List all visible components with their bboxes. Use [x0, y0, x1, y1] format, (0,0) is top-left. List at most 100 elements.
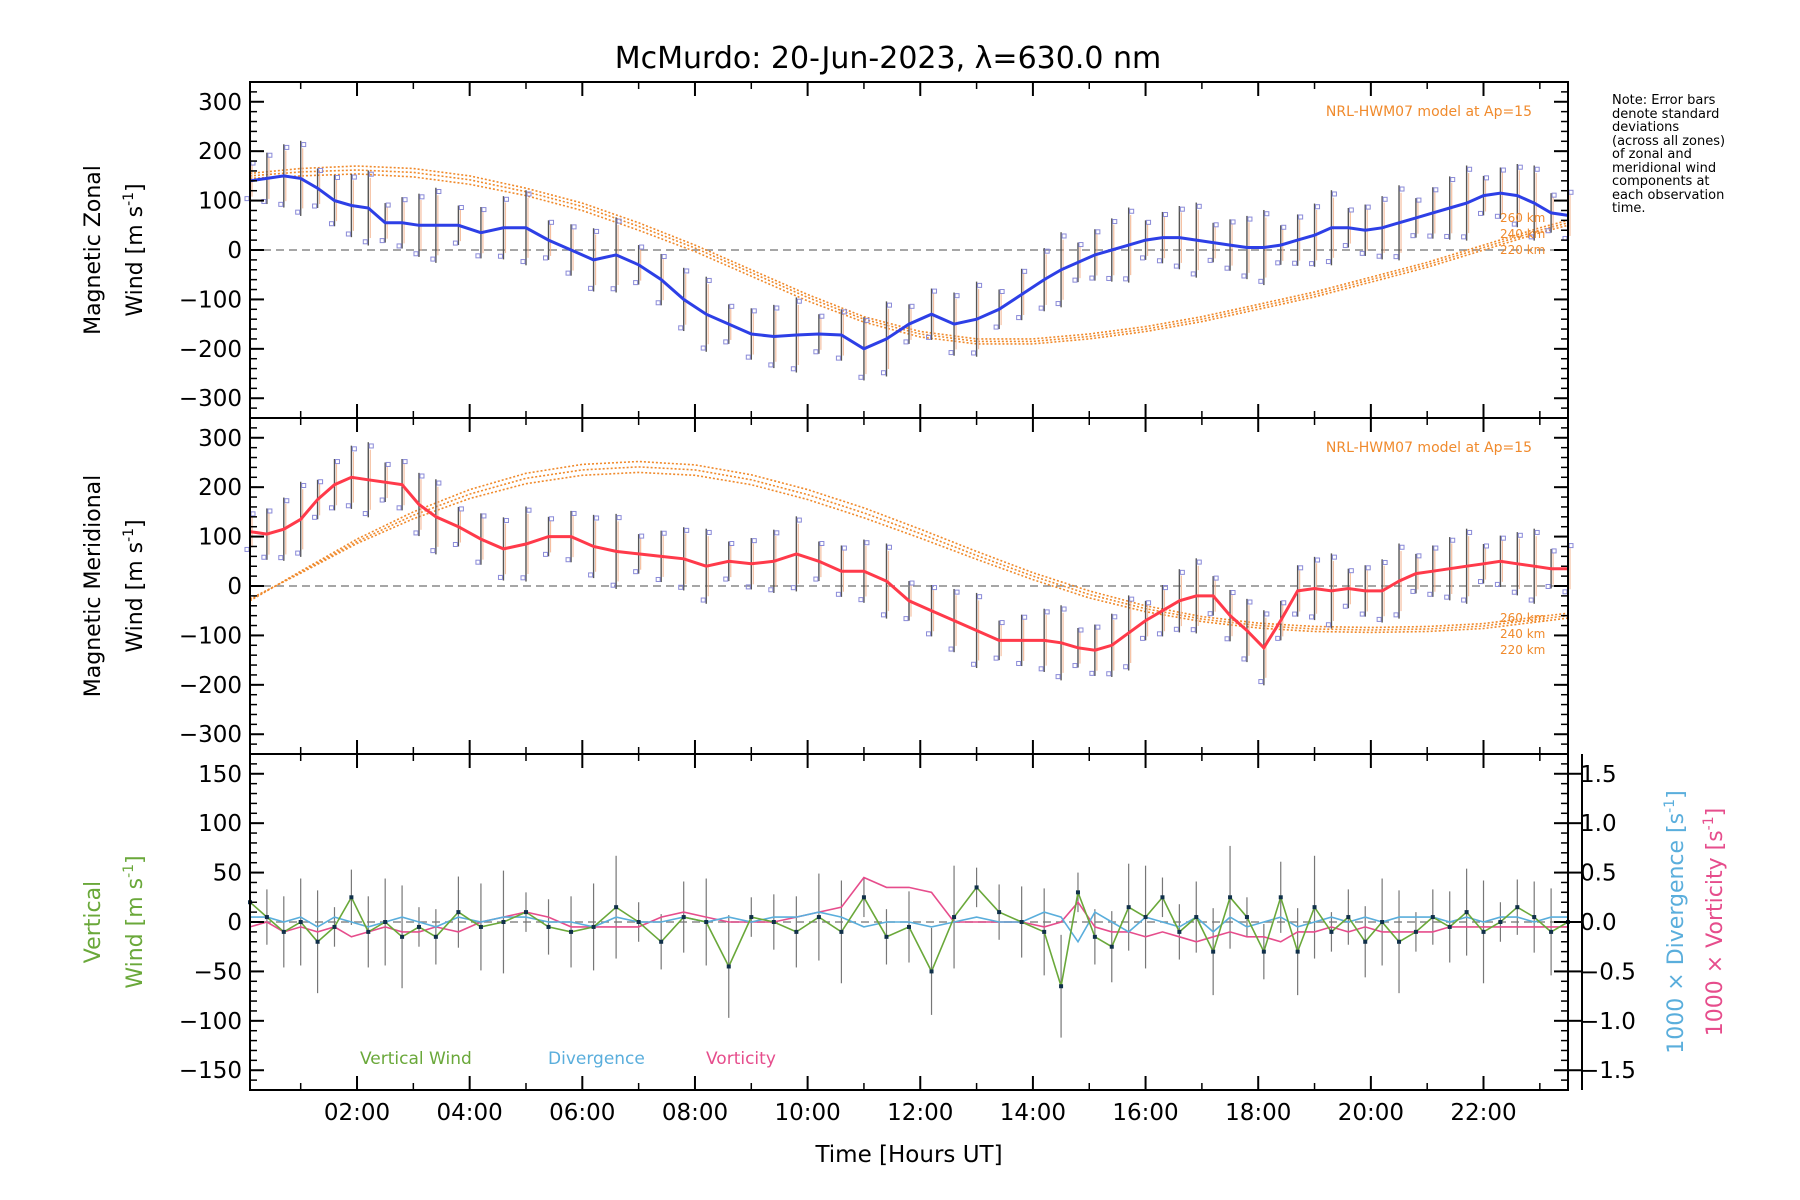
meridional-model-height-260: 260 km	[1500, 611, 1545, 625]
x-tick-label: 02:00	[324, 1100, 390, 1126]
vertical-wind-line	[249, 886, 1569, 987]
vertical-wind-point	[1109, 944, 1114, 949]
zone-point	[1511, 589, 1517, 595]
zone-point	[244, 196, 250, 202]
zone-point	[1275, 260, 1281, 266]
zone-point	[244, 546, 250, 552]
zone-point	[1444, 233, 1450, 239]
zone-point	[616, 218, 622, 224]
model-curve	[249, 169, 1569, 343]
zone-point	[1095, 624, 1101, 630]
zone-point	[999, 620, 1005, 626]
zone-point	[1545, 228, 1551, 234]
vertical-wind-point	[794, 929, 799, 934]
vertical-wind-point	[636, 920, 641, 924]
zone-point	[1106, 275, 1112, 281]
legend-vorticity: Vorticity	[706, 1049, 776, 1069]
zone-point	[1528, 234, 1534, 240]
zone-point	[520, 575, 526, 581]
x-tick-label: 12:00	[887, 1100, 953, 1126]
zone-point	[565, 270, 571, 276]
zone-point	[655, 300, 661, 306]
zone-point	[1281, 224, 1287, 230]
zone-point	[858, 597, 864, 603]
zone-point	[1275, 635, 1281, 641]
vertical-wind-point	[400, 934, 405, 939]
zone-point	[1494, 213, 1500, 219]
zone-point	[1162, 212, 1168, 218]
zone-point	[1427, 233, 1433, 239]
zone-point	[458, 506, 464, 512]
meridional-ylabel-sup: -1	[121, 528, 137, 542]
zone-point	[639, 533, 645, 539]
zone-point	[1342, 603, 1348, 609]
vertical-wind-point	[1295, 949, 1300, 954]
legend-divergence: Divergence	[548, 1049, 645, 1069]
note-line: meridional wind	[1612, 160, 1717, 176]
zone-point	[1467, 529, 1473, 535]
zone-point	[1258, 679, 1264, 685]
zone-point	[684, 268, 690, 274]
zone-point	[1568, 189, 1574, 195]
zone-point	[661, 254, 667, 260]
zone-point	[700, 597, 706, 603]
note-line: (across all zones)	[1612, 133, 1726, 149]
meridional-marks	[244, 442, 1574, 686]
meridional-model-label: NRL-HWM07 model at Ap=15	[1326, 440, 1532, 456]
zone-point	[402, 459, 408, 465]
vertical-wind-point	[1143, 915, 1148, 920]
zone-point	[948, 350, 954, 356]
zone-point	[261, 554, 267, 560]
vertical-wind-point	[1430, 915, 1435, 920]
zone-point	[345, 503, 351, 509]
note-line: denote standard	[1612, 106, 1720, 122]
zone-point	[475, 253, 481, 259]
vertical-wind-point	[681, 915, 686, 920]
zone-point	[295, 550, 301, 556]
meridional-model-height-240: 240 km	[1500, 627, 1545, 641]
zone-point	[413, 530, 419, 536]
vertical-wind-panel: −150 −100 −50 0 50 100 150 −1.5 −1.0 −0.5 0.0 0.5 1…	[81, 753, 1728, 1168]
vertical-wind-point	[839, 929, 844, 934]
zone-point	[774, 305, 780, 311]
zone-point	[1173, 263, 1179, 269]
zonal-ylabel-sup: -1	[121, 192, 137, 206]
zone-point	[1055, 674, 1061, 680]
zone-point	[1156, 631, 1162, 637]
zone-point	[886, 544, 892, 550]
zone-point	[948, 646, 954, 652]
zonal-model-height-260: 260 km	[1500, 211, 1545, 225]
zone-point	[1247, 599, 1253, 605]
vertical-wind-point	[1160, 895, 1165, 900]
zone-point	[475, 559, 481, 565]
zone-point	[1196, 559, 1202, 565]
zone-point	[1416, 197, 1422, 203]
zone-point	[700, 345, 706, 351]
y-tick-label: −100	[179, 623, 242, 649]
zone-point	[774, 530, 780, 536]
vertical-wind-point	[974, 885, 979, 890]
vertical-wind-point	[264, 915, 269, 920]
vorticity-ylabel: 1000 × Vorticity [s-1]	[1701, 808, 1728, 1036]
vertical-wind-point	[1481, 929, 1486, 934]
zonal-wind-panel: −300 −200 −100 0 100 200 300 NRL-HWM07 model a…	[81, 81, 1574, 419]
zone-point	[396, 243, 402, 249]
zone-point	[1247, 216, 1253, 222]
chart-title: McMurdo: 20-Jun-2023, λ=630.0 nm	[615, 41, 1161, 76]
zone-point	[1433, 187, 1439, 193]
zone-point	[1162, 585, 1168, 591]
vertical-wind-point	[546, 924, 551, 929]
zone-point	[1123, 276, 1129, 282]
zone-point	[1016, 660, 1022, 666]
zone-point	[267, 152, 273, 158]
y-tick-label: −200	[179, 337, 242, 363]
vertical-wind-point	[416, 924, 421, 929]
zone-point	[430, 256, 436, 262]
zone-point	[379, 497, 385, 503]
vorticity-ylabel-sup: -1	[1701, 816, 1717, 830]
vertical-ylabel-line1: Vertical	[81, 881, 106, 963]
zone-point	[1089, 275, 1095, 281]
vertical-wind-point	[816, 915, 821, 920]
zone-point	[1325, 259, 1331, 265]
